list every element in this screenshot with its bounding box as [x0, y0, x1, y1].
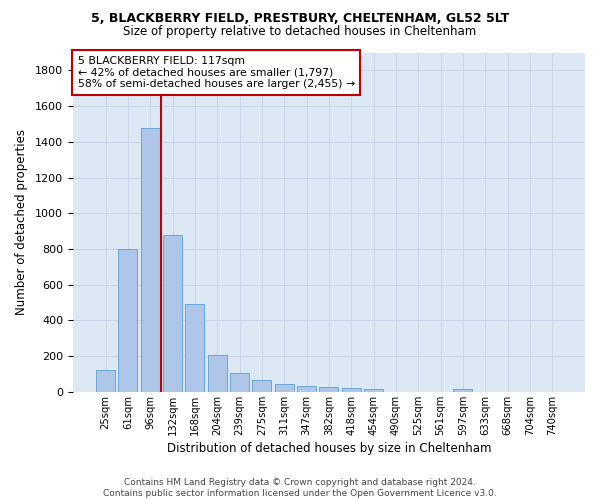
- Text: 5 BLACKBERRY FIELD: 117sqm
← 42% of detached houses are smaller (1,797)
58% of s: 5 BLACKBERRY FIELD: 117sqm ← 42% of deta…: [78, 56, 355, 89]
- Bar: [297, 386, 316, 392]
- Text: Size of property relative to detached houses in Cheltenham: Size of property relative to detached ho…: [124, 25, 476, 38]
- Text: 5, BLACKBERRY FIELD, PRESTBURY, CHELTENHAM, GL52 5LT: 5, BLACKBERRY FIELD, PRESTBURY, CHELTENH…: [91, 12, 509, 26]
- Bar: [253, 380, 271, 392]
- Y-axis label: Number of detached properties: Number of detached properties: [15, 129, 28, 315]
- Bar: [163, 234, 182, 392]
- Bar: [230, 373, 249, 392]
- Bar: [342, 388, 361, 392]
- Bar: [118, 249, 137, 392]
- Bar: [454, 389, 472, 392]
- Bar: [208, 356, 227, 392]
- Bar: [275, 384, 294, 392]
- Text: Contains HM Land Registry data © Crown copyright and database right 2024.
Contai: Contains HM Land Registry data © Crown c…: [103, 478, 497, 498]
- Bar: [364, 389, 383, 392]
- Bar: [319, 386, 338, 392]
- X-axis label: Distribution of detached houses by size in Cheltenham: Distribution of detached houses by size …: [167, 442, 491, 455]
- Bar: [96, 370, 115, 392]
- Bar: [141, 128, 160, 392]
- Bar: [185, 304, 205, 392]
